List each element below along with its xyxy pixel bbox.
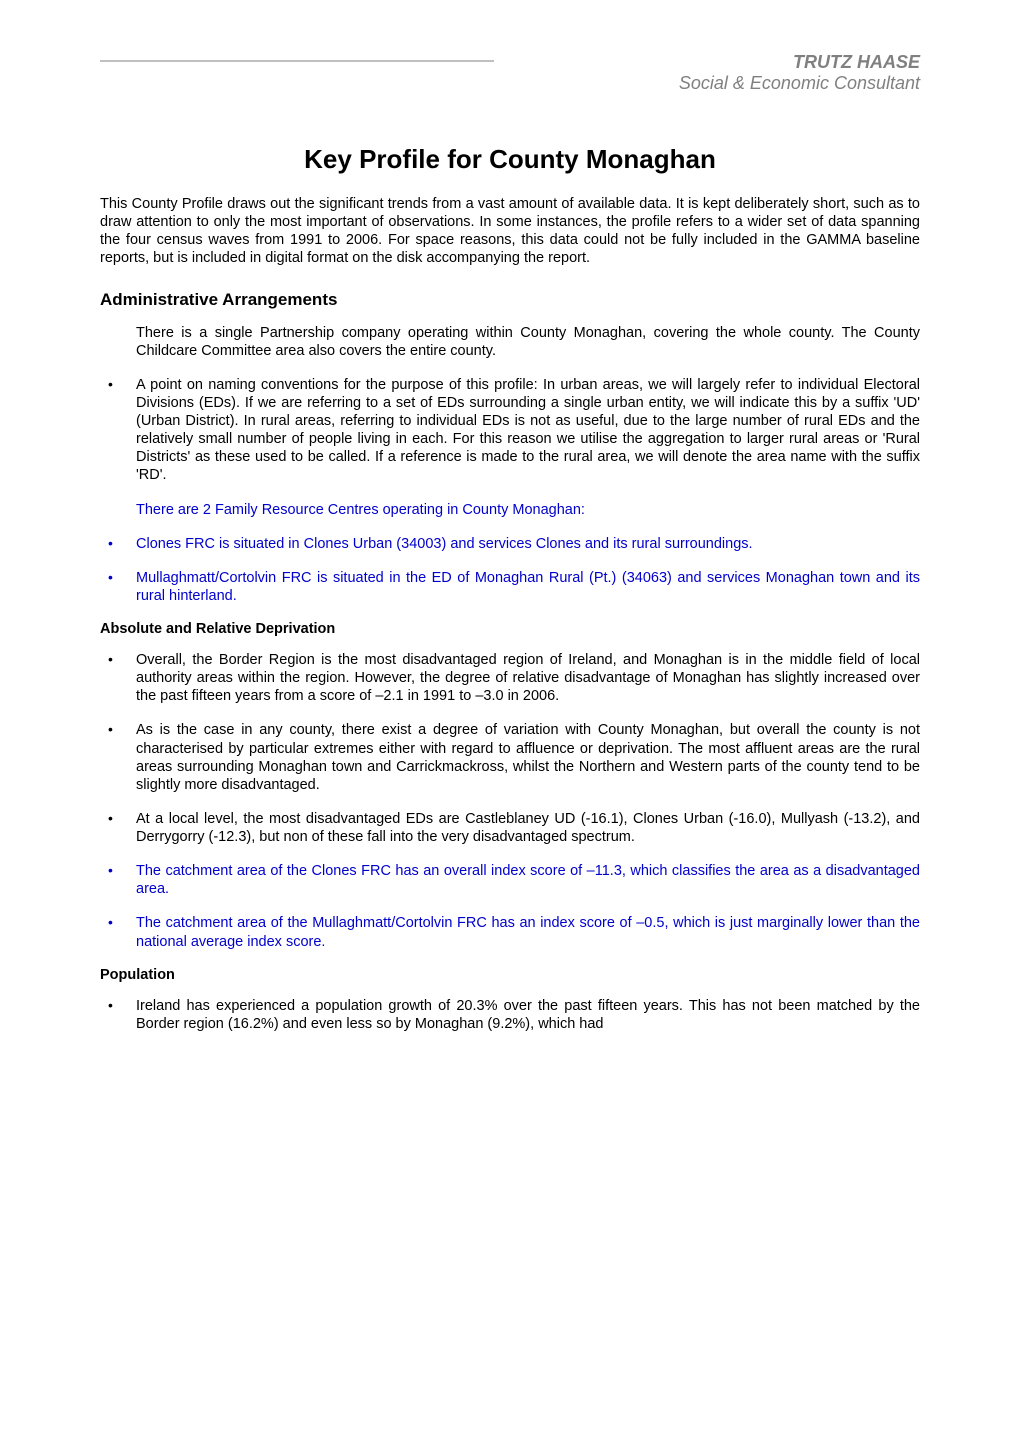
letterhead: TRUTZ HAASE Social & Economic Consultant [100, 60, 920, 94]
section-deprivation-heading: Absolute and Relative Deprivation [100, 621, 920, 637]
admin-bullet-list: A point on naming conventions for the pu… [100, 376, 920, 485]
intro-paragraph: This County Profile draws out the signif… [100, 195, 920, 268]
section-population-heading: Population [100, 967, 920, 983]
consultant-subtitle: Social & Economic Consultant [100, 73, 920, 94]
admin-para-1: There is a single Partnership company op… [136, 324, 920, 360]
deprivation-bullet-3: At a local level, the most disadvantaged… [100, 810, 920, 846]
deprivation-bullet-2: As is the case in any county, there exis… [100, 721, 920, 794]
header-text-block: TRUTZ HAASE Social & Economic Consultant [100, 52, 920, 94]
frc-item-mullaghmatt: Mullaghmatt/Cortolvin FRC is situated in… [100, 569, 920, 605]
population-bullet-list: Ireland has experienced a population gro… [100, 997, 920, 1033]
population-bullet-1: Ireland has experienced a population gro… [100, 997, 920, 1033]
deprivation-blue-bullet-1: The catchment area of the Clones FRC has… [100, 862, 920, 898]
document-title: Key Profile for County Monaghan [100, 144, 920, 175]
frc-item-clones: Clones FRC is situated in Clones Urban (… [100, 535, 920, 553]
frc-intro: There are 2 Family Resource Centres oper… [136, 501, 920, 519]
consultant-name: TRUTZ HAASE [100, 52, 920, 73]
frc-bullet-list: Clones FRC is situated in Clones Urban (… [100, 535, 920, 605]
deprivation-bullet-list: Overall, the Border Region is the most d… [100, 651, 920, 951]
deprivation-bullet-1: Overall, the Border Region is the most d… [100, 651, 920, 705]
deprivation-blue-bullet-2: The catchment area of the Mullaghmatt/Co… [100, 914, 920, 950]
section-admin-heading: Administrative Arrangements [100, 290, 920, 310]
admin-bullet-naming: A point on naming conventions for the pu… [100, 376, 920, 485]
